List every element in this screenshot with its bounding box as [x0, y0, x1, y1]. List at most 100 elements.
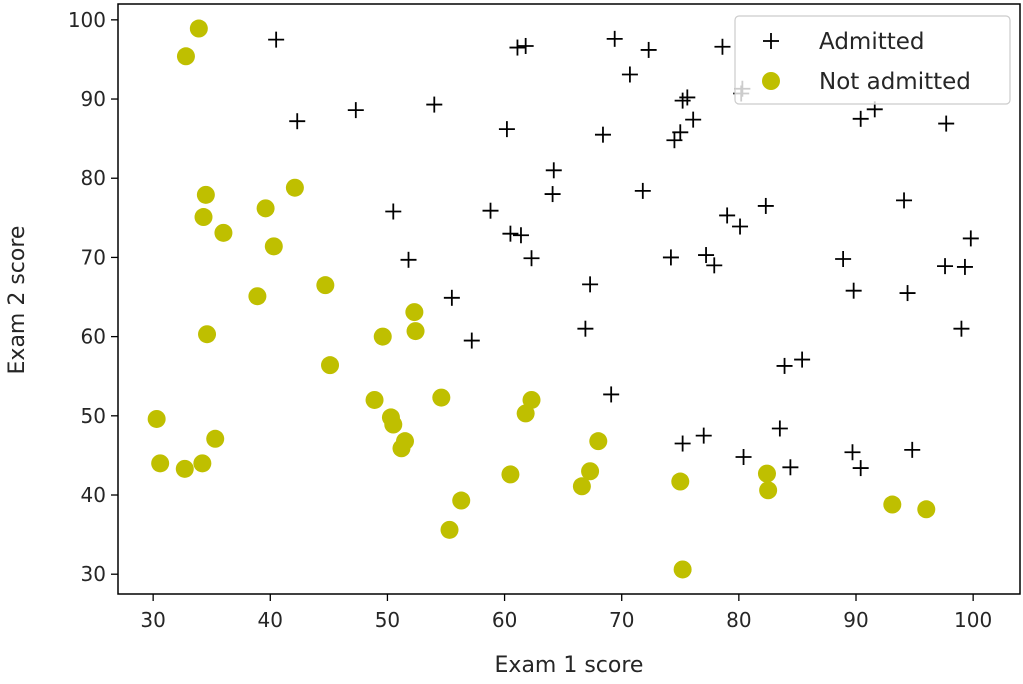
point-not-admitted — [406, 322, 425, 341]
point-admitted — [603, 386, 620, 403]
point-not-admitted — [248, 287, 267, 306]
point-admitted — [621, 66, 638, 83]
point-admitted — [594, 126, 611, 143]
point-not-admitted — [194, 208, 213, 227]
point-admitted — [674, 435, 691, 452]
point-admitted — [852, 460, 869, 477]
point-not-admitted — [176, 47, 195, 66]
y-tick-label: 100 — [68, 8, 106, 32]
point-admitted — [714, 38, 731, 55]
y-tick-label: 60 — [81, 325, 106, 349]
point-admitted — [634, 182, 651, 199]
point-not-admitted — [396, 432, 414, 451]
x-tick-label: 40 — [258, 608, 283, 632]
legend-marker-not-admitted — [762, 72, 780, 90]
point-admitted — [852, 110, 869, 127]
point-admitted — [695, 427, 712, 444]
point-admitted — [502, 225, 519, 242]
y-tick-label: 90 — [81, 87, 106, 111]
point-admitted — [289, 113, 306, 130]
point-admitted — [426, 96, 443, 113]
point-admitted — [577, 320, 594, 337]
point-not-admitted — [572, 477, 591, 496]
point-admitted — [582, 276, 599, 293]
point-admitted — [523, 250, 540, 267]
point-not-admitted — [206, 429, 225, 448]
x-axis-label: Exam 1 score — [495, 653, 644, 678]
point-not-admitted — [452, 491, 471, 510]
point-admitted — [606, 30, 623, 47]
point-admitted — [517, 37, 534, 54]
point-not-admitted — [365, 390, 384, 409]
point-admitted — [698, 247, 715, 264]
point-not-admitted — [373, 327, 392, 346]
point-admitted — [732, 218, 749, 235]
point-admitted — [512, 227, 529, 244]
point-not-admitted — [147, 409, 166, 428]
point-admitted — [545, 162, 562, 179]
y-axis-ticks: 30 40 50 60 70 80 90 100 — [68, 8, 118, 586]
point-admitted — [685, 111, 702, 128]
point-admitted — [268, 31, 285, 48]
data-marks — [147, 19, 979, 579]
point-not-admitted — [673, 560, 692, 579]
x-tick-label: 50 — [375, 608, 400, 632]
point-admitted — [463, 332, 480, 349]
point-admitted — [771, 420, 788, 437]
y-axis-label: Exam 2 score — [5, 226, 30, 375]
point-not-admitted — [264, 237, 283, 256]
point-not-admitted — [151, 454, 170, 473]
x-tick-label: 60 — [492, 608, 517, 632]
x-tick-label: 90 — [843, 608, 868, 632]
point-not-admitted — [193, 454, 212, 473]
point-not-admitted — [917, 500, 936, 519]
point-admitted — [443, 289, 460, 306]
point-admitted — [896, 192, 913, 209]
point-not-admitted — [321, 356, 340, 375]
point-not-admitted — [384, 415, 403, 434]
point-admitted — [719, 207, 736, 224]
point-admitted — [962, 230, 979, 247]
point-admitted — [347, 102, 364, 119]
point-admitted — [782, 459, 799, 476]
point-admitted — [482, 202, 499, 219]
point-admitted — [937, 258, 954, 275]
x-tick-label: 100 — [954, 608, 992, 632]
point-admitted — [953, 320, 970, 337]
point-admitted — [400, 251, 417, 268]
point-admitted — [794, 351, 811, 368]
point-not-admitted — [440, 520, 459, 539]
y-tick-label: 40 — [81, 483, 106, 507]
point-admitted — [509, 39, 526, 56]
y-tick-label: 80 — [81, 166, 106, 190]
point-not-admitted — [198, 325, 217, 344]
point-admitted — [385, 203, 402, 220]
point-not-admitted — [522, 390, 541, 409]
point-admitted — [844, 444, 861, 461]
point-admitted — [544, 186, 561, 203]
legend: Admitted Not admitted — [734, 15, 1011, 105]
point-not-admitted — [256, 199, 275, 218]
point-admitted — [776, 357, 793, 374]
point-admitted — [662, 249, 679, 266]
point-admitted — [735, 448, 752, 465]
point-not-admitted — [759, 481, 778, 500]
point-admitted — [706, 257, 723, 274]
point-not-admitted — [285, 178, 304, 197]
point-not-admitted — [405, 303, 424, 322]
point-not-admitted — [432, 388, 451, 407]
point-admitted — [640, 41, 657, 58]
x-tick-label: 30 — [140, 608, 165, 632]
y-tick-label: 70 — [81, 245, 106, 269]
point-not-admitted — [196, 185, 215, 204]
point-not-admitted — [189, 19, 208, 38]
point-admitted — [938, 115, 955, 132]
point-admitted — [899, 285, 916, 302]
y-tick-label: 30 — [81, 562, 106, 586]
point-admitted — [679, 89, 696, 106]
point-not-admitted — [175, 459, 194, 478]
legend-label-admitted: Admitted — [819, 29, 925, 55]
x-axis-ticks: 30 40 50 60 70 80 90 100 — [140, 594, 992, 632]
point-not-admitted — [581, 462, 600, 481]
